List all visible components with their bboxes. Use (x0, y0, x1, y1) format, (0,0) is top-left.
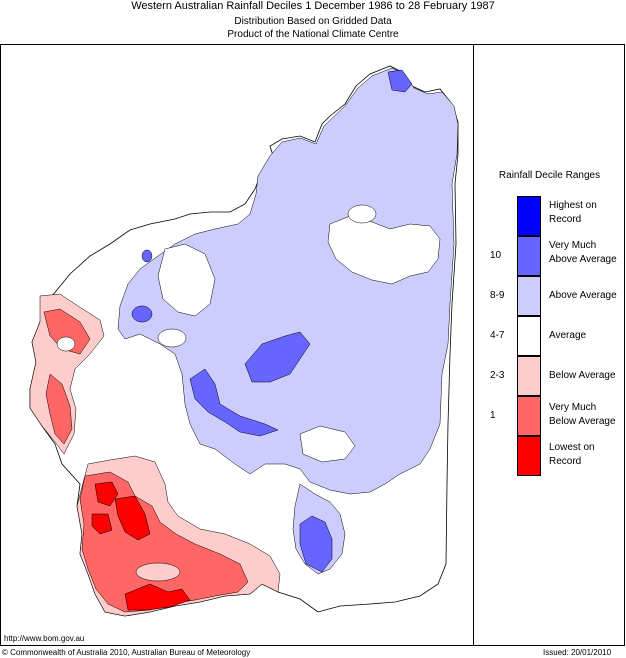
map-subtitle-product: Product of the National Climate Centre (227, 29, 399, 40)
region-very-much-above-north (387, 69, 413, 93)
footer-copyright: © Commonwealth of Australia 2010, Austra… (2, 648, 251, 657)
legend-label-above: Above Average (549, 290, 617, 301)
region-below-average-patch (135, 562, 181, 582)
rainfall-decile-map (29, 65, 459, 617)
footer-url: http://www.bom.gov.au (4, 634, 85, 643)
region-average-inland-3 (299, 425, 356, 463)
legend-code-2-3: 2-3 (490, 370, 505, 381)
footer-issued: Issued: 20/01/2010 (543, 648, 612, 657)
region-lowest-record-2 (114, 495, 151, 541)
legend-code-8-9: 8-9 (490, 290, 505, 301)
region-very-much-above-central-1 (244, 331, 311, 383)
legend-swatch-average (517, 316, 541, 356)
region-average-inland-4 (157, 328, 187, 348)
region-very-much-above-central-2 (189, 368, 279, 437)
map-subtitle-distribution: Distribution Based on Gridded Data (234, 16, 392, 27)
region-lowest-record-4 (124, 583, 191, 611)
legend-swatch-lowest (517, 436, 541, 476)
legend-divider (473, 44, 474, 646)
legend-label-below: Below Average (549, 370, 616, 381)
legend-swatch-very-much-below (517, 396, 541, 436)
legend-label-very-much-below: Very Much Below Average (549, 402, 616, 427)
region-average-inland-1 (327, 215, 441, 285)
region-average-inland-2 (157, 243, 216, 317)
legend-swatch-below (517, 356, 541, 396)
legend-swatch-above (517, 276, 541, 316)
legend-label-highest: Highest on Record (549, 200, 597, 225)
legend-code-10: 10 (490, 250, 502, 261)
region-very-much-below-west (43, 308, 91, 355)
region-average-patch-west (56, 336, 76, 352)
region-lowest-record-1 (94, 481, 119, 507)
region-very-much-above-southeast (299, 515, 333, 573)
legend-swatch-very-much-above (517, 236, 541, 276)
map-frame (0, 44, 625, 646)
legend-swatch-highest (517, 196, 541, 236)
region-lowest-record-3 (91, 513, 113, 535)
legend-label-lowest: Lowest on Record (549, 442, 595, 467)
region-very-much-above-west (131, 305, 153, 323)
region-very-much-above-small (141, 249, 153, 263)
legend-title: Rainfall Decile Ranges (498, 170, 601, 181)
legend-code-1: 1 (490, 410, 496, 421)
legend-label-average: Average (549, 330, 587, 341)
region-very-much-below-perth (45, 373, 73, 445)
region-average-inland-5 (347, 204, 377, 224)
legend-label-very-much-above: Very Much Above Average (549, 240, 617, 265)
legend-code-4-7: 4-7 (490, 330, 505, 341)
map-title: Western Australian Rainfall Deciles 1 De… (131, 0, 495, 12)
